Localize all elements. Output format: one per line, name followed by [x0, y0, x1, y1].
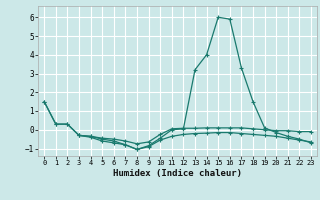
X-axis label: Humidex (Indice chaleur): Humidex (Indice chaleur): [113, 169, 242, 178]
